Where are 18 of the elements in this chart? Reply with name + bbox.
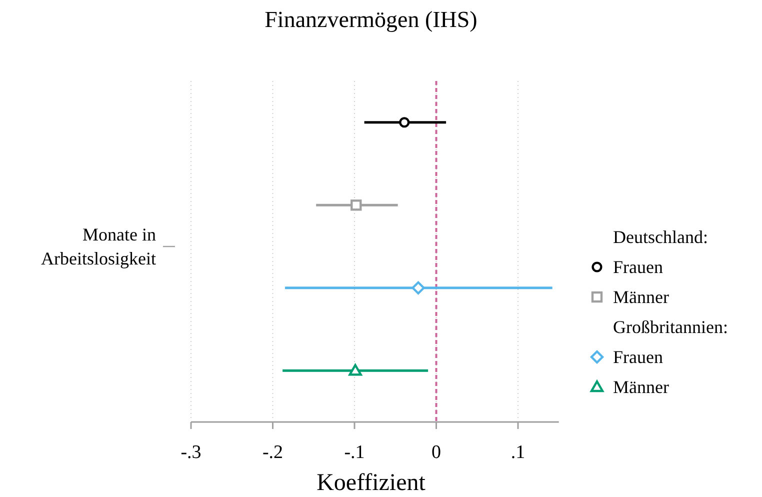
y-axis-title: Monate in Arbeitslosigkeit	[41, 224, 156, 268]
x-tick-label: -.3	[180, 442, 202, 463]
legend-label: Frauen	[613, 257, 663, 277]
x-tick-label: -.1	[344, 442, 365, 463]
legend-label: Frauen	[613, 347, 663, 367]
x-axis-title: Koeffizient	[316, 470, 426, 496]
x-tick-label: 0	[432, 442, 441, 463]
x-tick-label: .1	[510, 442, 526, 463]
legend-label: Männer	[613, 377, 669, 397]
point	[399, 117, 410, 128]
point	[348, 364, 362, 376]
text: Deutschland:	[613, 227, 708, 247]
point	[350, 200, 362, 211]
x-tick-label: -.2	[262, 442, 284, 463]
legend-label: Männer	[613, 287, 669, 307]
chart-title: Finanzvermögen (IHS)	[264, 7, 478, 32]
text: Großbritannien:	[613, 317, 728, 337]
point	[412, 281, 425, 294]
